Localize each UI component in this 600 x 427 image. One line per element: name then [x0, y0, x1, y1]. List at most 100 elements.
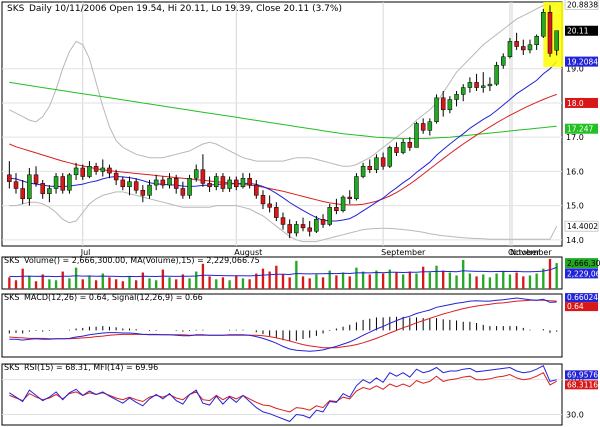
candle-body — [320, 219, 326, 225]
candle-body — [354, 176, 359, 200]
candle-body — [347, 196, 352, 200]
candle-body — [454, 94, 459, 100]
x-tick-label: August — [234, 248, 262, 257]
macd-label: MACD(12,26) = 0.64, Signal(12,26,9) = 0.… — [24, 293, 203, 302]
candle-body — [274, 207, 279, 218]
signal-tag-label: 0.64 — [567, 302, 584, 311]
candle-body — [113, 172, 119, 181]
candle-body — [294, 224, 299, 234]
rsi-line — [9, 372, 557, 413]
candle-body — [100, 167, 106, 172]
candle-body — [387, 147, 393, 167]
candle-body — [367, 166, 373, 170]
candle-body — [153, 179, 159, 186]
candle-body — [501, 56, 506, 66]
candle-body — [474, 82, 479, 88]
candle-body — [514, 41, 519, 47]
x-tick-label: September — [381, 248, 426, 257]
price-tag — [564, 220, 599, 232]
candle-body — [534, 35, 539, 46]
bollinger-upper-line — [9, 3, 557, 167]
candle-body — [227, 179, 232, 189]
candle-body — [80, 167, 86, 177]
bollinger-lower-line — [9, 191, 558, 243]
macd-signal-line — [9, 299, 557, 349]
last-candle-highlight — [543, 2, 564, 68]
y-tick-label: 14.0 — [566, 236, 584, 245]
price-tag — [565, 123, 598, 134]
candle-body — [447, 99, 453, 111]
candle-body — [254, 184, 259, 196]
candle-body — [107, 167, 112, 174]
candle-body — [27, 174, 32, 200]
rsi-y-tick-label: 70.0 — [566, 376, 584, 385]
candle-body — [340, 196, 346, 212]
candle-body — [214, 176, 219, 188]
x-tick-label: Jul — [80, 248, 91, 257]
candle-body — [200, 169, 206, 184]
candle-body — [407, 142, 413, 148]
macd-frame — [1, 293, 563, 358]
candle-body — [187, 177, 192, 196]
candle-body — [400, 142, 406, 153]
rsi-tag — [565, 380, 598, 390]
candle-body — [73, 167, 79, 176]
rsi-frame — [1, 363, 563, 426]
price-tag-label: 20.8838 — [567, 0, 598, 9]
volume-ma-tag — [565, 268, 598, 279]
candle-body — [160, 179, 166, 186]
macd-line — [9, 297, 557, 352]
volume-tag-label: 2,666,300 — [567, 259, 600, 268]
candle-body — [47, 188, 52, 194]
candle-body — [554, 30, 559, 51]
x-tick-label: October — [508, 248, 541, 257]
candle-body — [133, 181, 139, 191]
price-tag-label: 17.247 — [567, 125, 593, 134]
candle-body — [234, 179, 239, 188]
candle-body — [314, 219, 319, 232]
candle-body — [173, 177, 179, 189]
candle-body — [140, 189, 146, 196]
price-frame — [1, 1, 563, 247]
candle-body — [240, 177, 246, 188]
candle-body — [440, 97, 446, 111]
candle-body — [67, 174, 72, 191]
y-tick-label: 16.0 — [566, 167, 584, 176]
candle-body — [147, 184, 152, 196]
candle-body — [360, 166, 366, 177]
candle-body — [60, 176, 65, 191]
candle-body — [180, 188, 186, 196]
price-tag-label: 14.4002 — [567, 222, 598, 231]
candle-body — [20, 188, 25, 200]
sma-short-line — [9, 61, 558, 222]
candle-body — [394, 147, 399, 153]
candle-body — [547, 12, 553, 54]
candle-body — [507, 41, 513, 58]
candle-body — [541, 12, 546, 37]
rsi-symbol: SKS — [4, 363, 19, 372]
candle-body — [7, 174, 12, 182]
candle-body — [127, 181, 132, 188]
candle-body — [193, 169, 199, 179]
y-tick-label: 17.0 — [566, 133, 584, 142]
candle-body — [280, 217, 286, 225]
candle-body — [207, 183, 212, 188]
macd-symbol: SKS — [4, 293, 19, 302]
candle-body — [167, 177, 172, 186]
chart-header-symbol: SKS — [7, 4, 25, 14]
candle-body — [380, 157, 386, 167]
candle-body — [93, 166, 99, 172]
candle-body — [374, 157, 379, 170]
candle-body — [260, 195, 266, 205]
candle-body — [480, 85, 486, 88]
price-tag — [564, 0, 599, 10]
candle-body — [247, 177, 252, 186]
candle-body — [33, 174, 39, 184]
x-tick-label: November — [510, 248, 552, 257]
price-tag-label: 18.0 — [567, 99, 584, 108]
candle-body — [220, 176, 226, 189]
candle-body — [487, 83, 493, 87]
candle-body — [467, 82, 473, 88]
